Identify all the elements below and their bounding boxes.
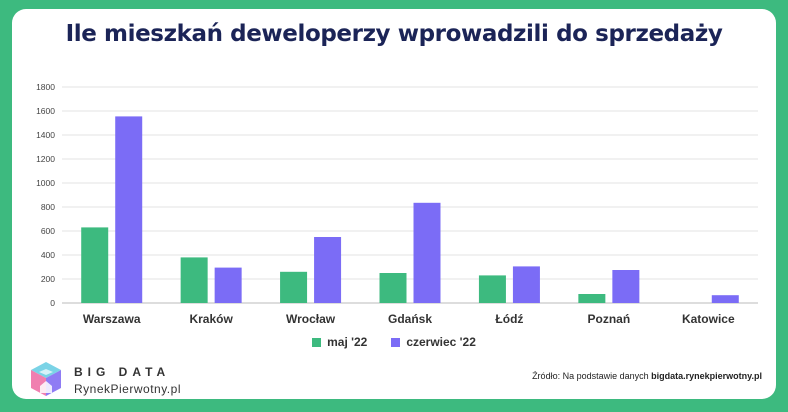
legend-swatch-maj [312,337,322,347]
y-tick-label: 1000 [36,178,55,188]
bigdata-logo-icon [31,362,61,396]
bar-czerwiec [314,237,342,303]
x-category-label: Kraków [189,312,233,326]
bar-maj [180,257,208,303]
bar-czerwiec [512,266,540,303]
y-tick-label: 1600 [36,106,55,116]
y-tick-label: 600 [41,226,55,236]
x-category-label: Wrocław [286,312,336,326]
bar-chart: 0 200 400 600 800 1000 1200 1400 1600 1800 Warszaw… [36,82,758,326]
x-category-label: Łódź [495,312,523,326]
x-category-label: Poznań [588,312,631,326]
legend-item-maj: maj '22 [312,335,367,349]
x-category-label: Katowice [682,312,735,326]
x-category-label: Warszawa [83,312,141,326]
bar-czerwiec [214,267,242,303]
source-prefix: Źródło: Na podstawie danych [532,371,652,381]
y-tick-label: 400 [41,250,55,260]
bar-czerwiec [115,116,143,304]
chart-card: Ile mieszkań deweloperzy wprowadzili do … [12,9,776,399]
bar-czerwiec [612,270,640,303]
source-note: Źródło: Na podstawie danych bigdata.ryne… [532,371,762,381]
x-category-label: Gdańsk [388,312,432,326]
y-tick-label: 800 [41,202,55,212]
bar-maj [379,273,407,303]
brand-name: BIG DATA [74,365,171,379]
brand-site: RynekPierwotny.pl [74,382,181,396]
bar-maj [280,271,308,303]
chart-title: Ile mieszkań deweloperzy wprowadzili do … [65,21,723,47]
bar-maj [578,294,606,303]
bar-maj [478,275,506,303]
legend-label-czerwiec: czerwiec '22 [406,335,476,349]
legend: maj '22 czerwiec '22 [12,335,776,349]
y-tick-label: 1400 [36,130,55,140]
legend-item-czerwiec: czerwiec '22 [391,335,476,349]
y-tick-label: 1800 [36,82,55,92]
y-tick-label: 1200 [36,154,55,164]
bar-maj [81,227,109,303]
legend-swatch-czerwiec [391,337,401,347]
y-tick-label: 200 [41,274,55,284]
y-tick-label: 0 [50,298,55,308]
source-link: bigdata.rynekpierwotny.pl [651,371,762,381]
bar-czerwiec [711,295,739,303]
bar-czerwiec [413,202,441,303]
legend-label-maj: maj '22 [327,335,368,349]
